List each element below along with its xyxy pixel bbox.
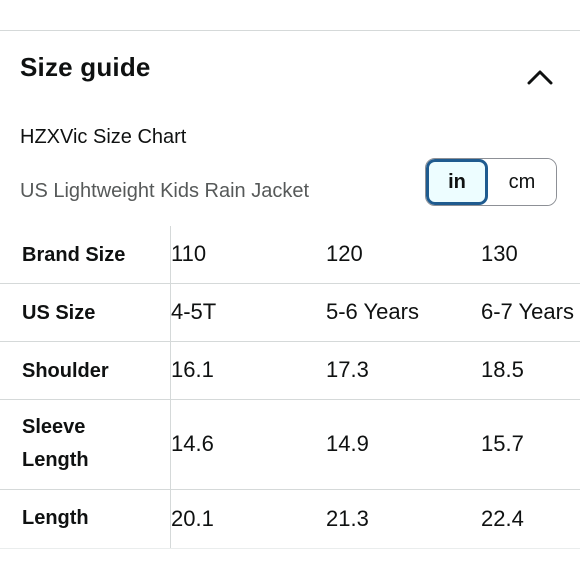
bottom-divider [0, 548, 580, 549]
row-label: Shoulder [22, 360, 109, 382]
table-cell: 120 [326, 241, 363, 266]
table-cell: 5-6 Years [326, 299, 419, 324]
table-cell: 16.1 [171, 357, 214, 382]
table-row-sleeve-length: Sleeve Length 14.6 14.9 15.7 [0, 400, 580, 490]
column-divider [170, 226, 171, 548]
table-cell: 14.6 [171, 431, 214, 456]
table-cell: 15.7 [481, 431, 524, 456]
table-cell: 18.5 [481, 357, 524, 382]
table-cell: 4-5T [171, 299, 217, 324]
unit-toggle: in cm [425, 158, 557, 206]
row-label: Length [22, 507, 89, 529]
row-label: Sleeve Length [22, 416, 89, 471]
table-cell: 22.4 [481, 506, 524, 531]
table-row-brand-size: Brand Size 110 120 130 [0, 226, 580, 284]
collapse-button[interactable] [520, 62, 560, 92]
top-divider [0, 30, 580, 31]
table-cell: 6-7 Years [481, 299, 574, 324]
row-label: Brand Size [22, 244, 126, 266]
table-cell: 14.9 [326, 431, 369, 456]
unit-option-in[interactable]: in [426, 159, 488, 205]
section-title: Size guide [20, 52, 151, 82]
table-cell: 110 [171, 241, 207, 266]
chevron-up-icon [527, 70, 553, 85]
row-label: US Size [22, 302, 96, 324]
table-cell: 20.1 [171, 506, 214, 531]
size-table: Brand Size 110 120 130 US Size 4-5T 5-6 … [0, 226, 580, 548]
table-row-us-size: US Size 4-5T 5-6 Years 6-7 Years [0, 284, 580, 342]
table-row-length: Length 20.1 21.3 22.4 [0, 490, 580, 548]
product-name: US Lightweight Kids Rain Jacket [20, 180, 310, 202]
table-cell: 21.3 [326, 506, 369, 531]
table-cell: 130 [481, 241, 518, 266]
table-row-shoulder: Shoulder 16.1 17.3 18.5 [0, 342, 580, 400]
unit-option-cm[interactable]: cm [488, 159, 556, 205]
table-cell: 17.3 [326, 357, 369, 382]
size-chart-name: HZXVic Size Chart [20, 126, 187, 148]
